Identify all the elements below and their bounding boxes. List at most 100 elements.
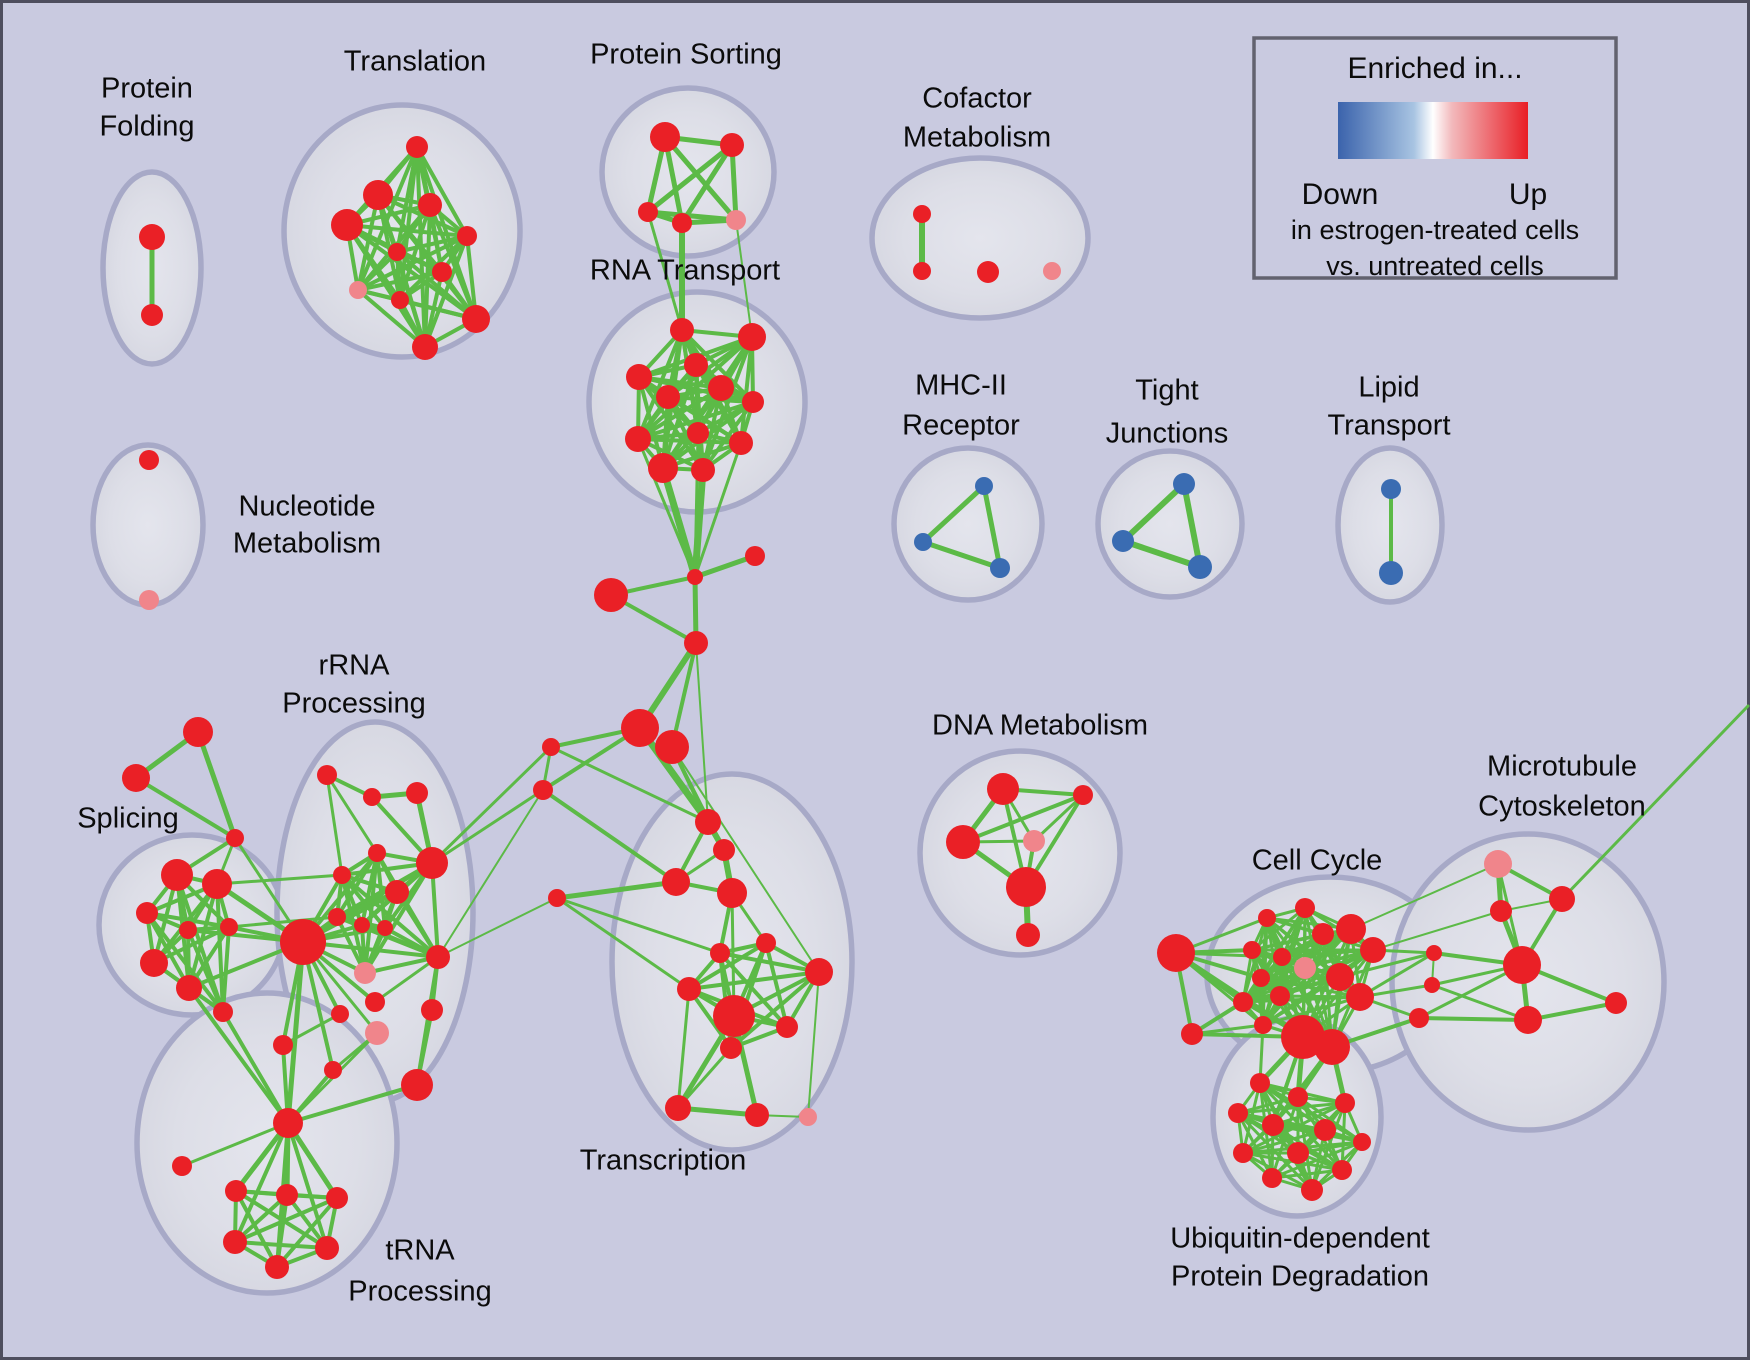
edge-r6-r10 bbox=[340, 873, 387, 930]
edge-c7-t1 bbox=[549, 745, 710, 824]
node-s2 bbox=[202, 869, 232, 899]
node-m7 bbox=[1426, 945, 1442, 961]
edge-tr4-tr5 bbox=[345, 223, 469, 238]
node-t2 bbox=[713, 839, 735, 861]
node-m3 bbox=[1490, 900, 1512, 922]
node-r1 bbox=[317, 765, 337, 785]
cluster-label-rrna-processing: Processing bbox=[282, 688, 425, 720]
node-d4 bbox=[1023, 830, 1045, 852]
node-r8 bbox=[328, 908, 346, 926]
node-s8 bbox=[213, 1002, 233, 1022]
edge-segment bbox=[1560, 704, 1750, 901]
node-cf2 bbox=[913, 262, 931, 280]
node-t11 bbox=[720, 1037, 742, 1059]
cluster-label-protein-sorting: Protein Sorting bbox=[590, 39, 782, 71]
node-pf1 bbox=[139, 224, 165, 250]
cluster-label-ubiquitin-degradation: Protein Degradation bbox=[1171, 1261, 1429, 1293]
node-m6 bbox=[1605, 992, 1627, 1014]
node-r20 bbox=[401, 1069, 433, 1101]
node-u4 bbox=[1228, 1103, 1248, 1123]
node-q4 bbox=[223, 1230, 247, 1254]
node-n6 bbox=[742, 391, 764, 413]
node-t1 bbox=[695, 809, 721, 835]
cluster-ellipse-tight-junctions bbox=[1095, 448, 1245, 600]
cluster-label-protein-folding: Folding bbox=[99, 111, 194, 143]
edge-c4-t1 bbox=[695, 642, 709, 823]
edge-h1-s8 bbox=[221, 1010, 290, 1125]
node-q5 bbox=[315, 1236, 339, 1260]
node-cc1 bbox=[1157, 934, 1195, 972]
node-s1 bbox=[161, 859, 193, 891]
node-u2 bbox=[1288, 1087, 1308, 1107]
cluster-label-mhc-ii-receptor: Receptor bbox=[902, 410, 1020, 442]
nodes-layer bbox=[122, 122, 1627, 1279]
node-cc4 bbox=[1295, 898, 1315, 918]
cluster-label-microtubule-cytoskeleton: Microtubule bbox=[1487, 751, 1637, 783]
edge-r16-r13 bbox=[373, 955, 440, 1004]
edge-tr3-tr10 bbox=[428, 203, 478, 321]
legend-gradient-bar bbox=[1338, 102, 1528, 159]
cluster-label-nucleotide-metabolism: Nucleotide bbox=[238, 491, 375, 523]
node-u11 bbox=[1262, 1168, 1282, 1188]
node-ps2 bbox=[720, 133, 744, 157]
edge-mh1-mh3 bbox=[981, 483, 1003, 571]
node-u1 bbox=[1250, 1073, 1270, 1093]
edge-h1-s7 bbox=[187, 986, 290, 1125]
node-r5 bbox=[416, 847, 448, 879]
node-cc12 bbox=[1233, 992, 1253, 1012]
node-tr4 bbox=[331, 209, 363, 241]
node-spB bbox=[122, 764, 150, 792]
edge-cc4-cc9 bbox=[1250, 906, 1307, 952]
edge-n9-c2 bbox=[636, 437, 697, 579]
node-c2 bbox=[687, 569, 703, 585]
node-cc5 bbox=[1312, 923, 1334, 945]
edge-cc6-cc9 bbox=[1250, 927, 1353, 952]
cluster-label-mhc-ii-receptor: MHC-II bbox=[915, 370, 1007, 402]
edge-n10-c2 bbox=[693, 441, 743, 579]
node-u8 bbox=[1233, 1143, 1253, 1163]
node-d5 bbox=[1006, 867, 1046, 907]
edge-ps5-n2 bbox=[735, 219, 753, 338]
node-cc11 bbox=[1252, 969, 1270, 987]
cluster-label-cofactor-metabolism: Cofactor bbox=[922, 83, 1032, 115]
edge-ps2-ps5 bbox=[729, 142, 739, 223]
edge-u6-u8 bbox=[1241, 1128, 1327, 1155]
node-c5 bbox=[621, 709, 659, 747]
node-b1 bbox=[1409, 1008, 1429, 1028]
cluster-label-tight-junctions: Tight bbox=[1135, 375, 1198, 407]
edge-cc14-m7 bbox=[1338, 951, 1436, 979]
node-u9 bbox=[1287, 1142, 1309, 1164]
node-n1 bbox=[670, 318, 694, 342]
node-spC bbox=[226, 829, 244, 847]
edge-tj1-tj2 bbox=[1120, 481, 1187, 544]
cluster-label-microtubule-cytoskeleton: Cytoskeleton bbox=[1478, 791, 1646, 823]
cluster-label-trna-processing: tRNA bbox=[385, 1235, 455, 1267]
edge-tj1-tj3 bbox=[1181, 481, 1203, 570]
edge-s2-r6 bbox=[215, 873, 344, 886]
edge-s3-s8 bbox=[145, 911, 225, 1014]
node-t4 bbox=[717, 878, 747, 908]
legend-down-label: Down bbox=[1302, 178, 1379, 211]
edge-n1-n9 bbox=[636, 328, 684, 441]
legend-up-label: Up bbox=[1509, 178, 1547, 211]
node-n5 bbox=[708, 375, 734, 401]
node-u10 bbox=[1332, 1160, 1352, 1180]
node-t3 bbox=[662, 868, 690, 896]
node-cc6 bbox=[1336, 914, 1366, 944]
node-r10 bbox=[377, 920, 393, 936]
node-n2 bbox=[738, 323, 766, 351]
edge-b1-m5 bbox=[1417, 1016, 1530, 1022]
node-r18 bbox=[273, 1035, 293, 1055]
cluster-ellipse-mhc-ii-receptor bbox=[891, 445, 1045, 603]
node-t12 bbox=[665, 1095, 691, 1121]
node-ps5 bbox=[726, 210, 746, 230]
node-nm2 bbox=[139, 590, 159, 610]
node-t5 bbox=[710, 943, 730, 963]
node-c7 bbox=[542, 738, 560, 756]
node-lt2 bbox=[1379, 561, 1403, 585]
node-r13 bbox=[426, 945, 450, 969]
edge-r20-r13 bbox=[415, 955, 440, 1087]
node-mh2 bbox=[914, 533, 932, 551]
node-s3 bbox=[136, 902, 158, 924]
